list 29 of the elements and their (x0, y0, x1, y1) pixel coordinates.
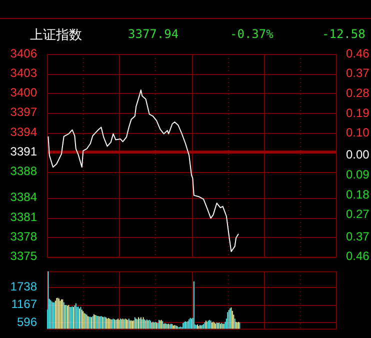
y2-tick-label: 0.46 (346, 249, 370, 264)
text: -0.37% (230, 27, 274, 41)
y2-tick-label: 0.37 (346, 66, 370, 80)
y-tick-label: 3397 (10, 105, 38, 120)
y-tick-label: 1738 (10, 280, 38, 294)
text: -12.58 (322, 27, 366, 41)
y-tick-label: 3375 (10, 249, 38, 264)
y-tick-label: 3394 (10, 124, 38, 139)
y-tick-label: 596 (16, 314, 38, 329)
y-tick-label: 1167 (11, 297, 38, 312)
y-tick-label: 3406 (10, 46, 38, 60)
y2-tick-label: 0.27 (346, 207, 370, 222)
y2-tick-label: 0.00 (346, 148, 370, 162)
text: 3377.94 (128, 27, 179, 41)
y-tick-label: 3381 (10, 210, 38, 224)
y2-tick-label: 0.37 (346, 229, 370, 244)
y-tick-label: 3391 (10, 144, 38, 158)
y-tick-label: 3403 (10, 66, 38, 80)
y2-tick-label: 0.09 (346, 168, 370, 182)
y2-tick-label: 0.28 (346, 86, 370, 100)
y2-tick-label: 0.18 (346, 187, 370, 202)
y-tick-label: 3388 (10, 164, 38, 178)
y-tick-label: 3378 (10, 229, 38, 244)
y2-tick-label: 0.19 (346, 106, 370, 120)
y2-tick-label: 0.10 (346, 126, 370, 140)
y-tick-label: 3400 (10, 86, 38, 100)
chart-title: 上证指数 (30, 27, 82, 44)
y2-tick-label: 0.46 (346, 46, 370, 60)
y-tick-label: 3384 (10, 190, 38, 204)
